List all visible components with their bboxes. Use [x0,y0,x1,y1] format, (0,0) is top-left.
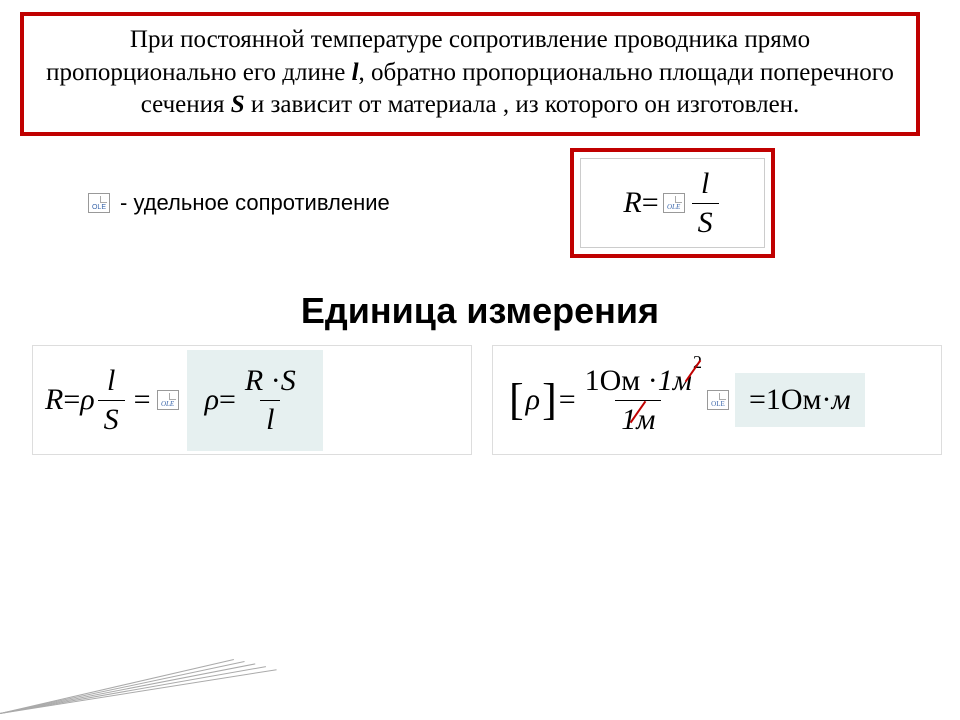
eq-frac1: l S [98,364,125,437]
eq-eq2: = [134,383,151,417]
equations-row: R = ρ l S = OLE ρ = R ·S l [ ρ ] = 1Ом ·… [32,345,936,465]
ole-placeholder-icon: OLE [88,193,110,213]
eq-rho1: ρ [80,383,94,417]
rho-label-text: - удельное сопротивление [120,190,390,216]
main-formula: R = OLE l S [580,158,765,248]
eq-eq1b: = [559,383,576,417]
formula-lhs: R [623,186,641,220]
left-bracket: [ [507,385,526,416]
eq-unit-frac: 1Ом ·1м2 1м [579,364,698,437]
ole-placeholder-icon: OLE [663,193,685,213]
eq-rho2: ρ [205,383,219,417]
m-squared: 1м2 [658,364,692,398]
highlighted-result: = 1Ом ·м [735,373,865,427]
rho-definition-row: OLE - удельное сопротивление [88,190,390,216]
decorative-corner-lines [0,650,300,720]
eq-eq3: = [219,383,236,417]
formula-num: l [695,167,715,203]
formula-fraction: l S [692,167,719,240]
definition-var-s: S [231,91,245,118]
formula-eq: = [642,186,659,220]
eq-rho-bracket: ρ [526,383,540,417]
definition-var-l: l [352,59,359,86]
definition-box: При постоянной температуре сопротивление… [20,12,920,136]
eq-r: R [45,383,63,417]
equation-right: [ ρ ] = 1Ом ·1м2 1м OLE = 1Ом ·м [492,345,942,455]
definition-text-3: и зависит от материала , из которого он … [245,91,800,118]
section-heading: Единица измерения [0,290,960,332]
eq-frac2: R ·S l [239,364,302,437]
equation-left: R = ρ l S = OLE ρ = R ·S l [32,345,472,455]
formula-den: S [692,203,719,240]
ole-placeholder-icon: OLE [157,390,179,410]
eq-eq1: = [63,383,80,417]
ole-placeholder-icon: OLE [707,390,729,410]
right-bracket: ] [540,385,559,416]
main-formula-box: R = OLE l S [570,148,775,258]
highlighted-rho-formula: ρ = R ·S l [187,350,323,451]
